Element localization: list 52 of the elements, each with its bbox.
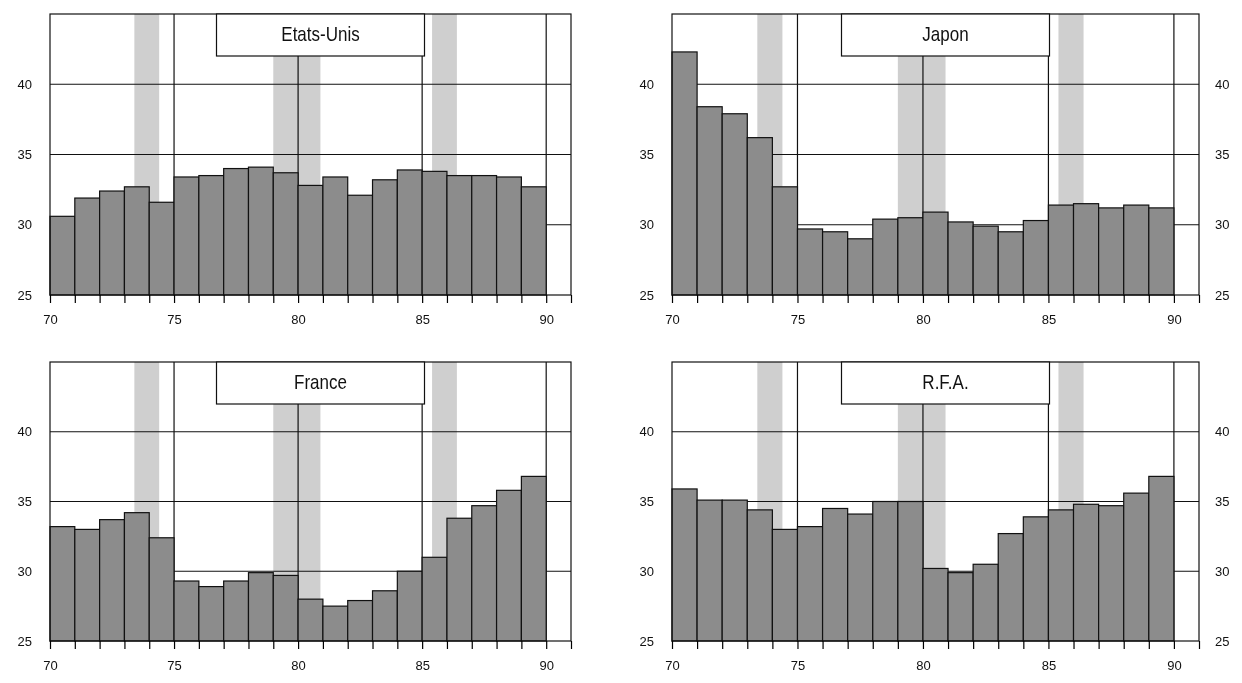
y-tick-label: 35: [639, 147, 654, 163]
y-tick-label: 40: [17, 424, 32, 440]
x-tick-label: 90: [1167, 312, 1182, 328]
x-tick-label: 70: [43, 312, 58, 328]
x-tick-label: 90: [1167, 658, 1182, 674]
title-box: France: [215, 361, 426, 405]
y-tick-label: 40: [17, 76, 32, 92]
x-tick-label: 75: [167, 312, 182, 328]
x-tick-label: 70: [665, 658, 680, 674]
x-tick-label: 80: [291, 658, 306, 674]
title-box: R.F.A.: [840, 361, 1051, 405]
chart-title: Etats-Unis: [281, 22, 360, 46]
y-tick-label: 35: [17, 494, 32, 510]
y2-tick-label: 35: [1215, 147, 1230, 163]
x-tick-label: 85: [415, 658, 430, 674]
y-tick-label: 25: [639, 287, 654, 303]
y2-tick-label: 40: [1215, 76, 1230, 92]
x-tick-label: 75: [167, 658, 182, 674]
y-tick-label: 35: [639, 494, 654, 510]
y-tick-label: 25: [17, 633, 32, 649]
chart-title: France: [294, 370, 347, 394]
y2-tick-label: 30: [1215, 217, 1230, 233]
y2-tick-label: 25: [1215, 633, 1230, 649]
x-tick-label: 70: [665, 312, 680, 328]
chart-title: Japon: [922, 22, 969, 46]
x-tick-label: 85: [1041, 312, 1057, 328]
x-tick-label: 80: [916, 658, 931, 674]
x-tick-label: 80: [916, 312, 931, 328]
y-tick-label: 30: [17, 217, 32, 233]
y2-tick-label: 25: [1215, 287, 1230, 303]
x-tick-label: 75: [790, 658, 806, 674]
y-tick-label: 40: [639, 76, 654, 92]
title-box: Japon: [840, 13, 1051, 57]
y-tick-label: 30: [639, 217, 654, 233]
y-tick-label: 25: [17, 287, 32, 303]
chart-title: R.F.A.: [922, 370, 969, 394]
x-tick-label: 75: [790, 312, 806, 328]
y2-tick-label: 30: [1215, 563, 1230, 579]
x-tick-label: 80: [291, 312, 306, 328]
x-tick-label: 70: [43, 658, 58, 674]
x-tick-label: 90: [539, 658, 554, 674]
y2-tick-label: 40: [1215, 424, 1230, 440]
y-tick-label: 40: [639, 424, 654, 440]
y-tick-label: 35: [17, 147, 32, 163]
x-tick-label: 85: [1041, 658, 1057, 674]
x-tick-label: 85: [415, 312, 430, 328]
y-tick-label: 30: [639, 563, 654, 579]
y-tick-label: 30: [17, 563, 32, 579]
x-tick-label: 90: [539, 312, 554, 328]
y-tick-label: 25: [639, 633, 654, 649]
y2-tick-label: 35: [1215, 494, 1230, 510]
title-box: Etats-Unis: [215, 13, 426, 57]
